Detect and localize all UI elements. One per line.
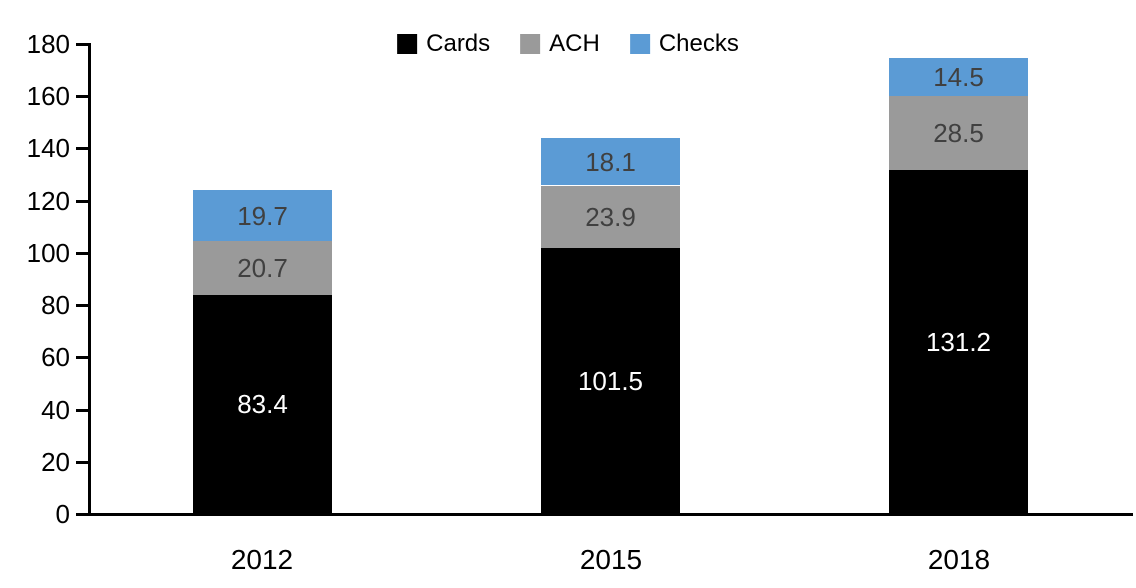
y-tick-label: 20 — [41, 447, 70, 477]
y-tick-mark — [76, 147, 88, 150]
legend-item-cards: Cards — [397, 32, 490, 56]
bar-value-label: 83.4 — [237, 389, 288, 419]
chart-legend: Cards ACH Checks — [397, 32, 739, 56]
y-tick-mark — [76, 252, 88, 255]
bar-value-label: 28.5 — [933, 118, 984, 148]
bar-segment-ach-2018: 28.5 — [889, 96, 1028, 170]
x-category-label-2012: 2012 — [230, 544, 294, 575]
y-axis-line — [88, 43, 91, 516]
y-tick-mark — [76, 43, 88, 46]
y-tick-mark — [76, 200, 88, 203]
y-tick-label: 40 — [41, 395, 70, 425]
y-tick-label: 180 — [26, 29, 70, 59]
legend-label-checks: Checks — [658, 30, 739, 57]
bar-value-label: 19.7 — [237, 200, 288, 231]
y-tick-label: 0 — [55, 499, 70, 529]
y-tick-label: 160 — [26, 81, 70, 111]
bar-value-label: 18.1 — [585, 146, 636, 177]
legend-label-ach: ACH — [549, 30, 600, 57]
x-axis-line — [76, 513, 1133, 516]
y-tick-mark — [76, 461, 88, 464]
bar-value-label: 20.7 — [237, 253, 288, 283]
y-tick-label: 60 — [41, 342, 70, 372]
y-tick-label: 120 — [26, 186, 70, 216]
y-tick-label: 100 — [26, 238, 70, 268]
bar-value-label: 14.5 — [933, 62, 984, 92]
legend-marker-cards-icon — [397, 34, 418, 54]
bar-value-label: 131.2 — [925, 326, 992, 357]
x-category-label-2015: 2015 — [579, 544, 643, 575]
y-tick-mark — [76, 304, 88, 307]
y-tick-mark — [76, 95, 88, 98]
y-tick-mark — [76, 356, 88, 359]
y-tick-mark — [76, 513, 88, 516]
bar-value-label: 23.9 — [585, 202, 636, 232]
bar-segment-ach-2015: 23.9 — [541, 186, 680, 248]
y-tick-label: 140 — [26, 133, 70, 163]
bar-segment-checks-2018: 14.5 — [889, 58, 1028, 96]
y-tick-mark — [76, 409, 88, 412]
y-tick-label: 80 — [41, 290, 70, 320]
legend-item-ach: ACH — [520, 32, 600, 56]
x-category-label-2018: 2018 — [927, 544, 991, 575]
bar-segment-cards-2018: 131.2 — [889, 170, 1028, 513]
bar-segment-ach-2012: 20.7 — [193, 241, 332, 295]
bar-segment-cards-2015: 101.5 — [541, 248, 680, 513]
bar-segment-checks-2015: 18.1 — [541, 138, 680, 185]
bar-segment-cards-2012: 83.4 — [193, 295, 332, 513]
legend-marker-ach-icon — [520, 34, 541, 54]
legend-label-cards: Cards — [426, 30, 491, 57]
bar-value-label: 101.5 — [577, 365, 644, 396]
legend-item-checks: Checks — [629, 30, 739, 57]
bar-segment-checks-2012: 19.7 — [193, 190, 332, 241]
legend-marker-checks-icon — [629, 34, 650, 54]
